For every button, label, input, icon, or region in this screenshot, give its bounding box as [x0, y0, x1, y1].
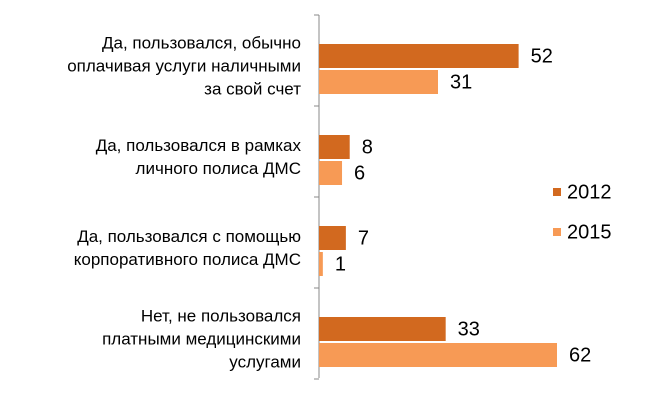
- legend-swatch: [553, 228, 561, 236]
- legend-label: 2012: [567, 181, 612, 203]
- bar: [319, 70, 438, 94]
- category-label: Да, пользовался в рамках: [96, 136, 302, 155]
- bar: [319, 161, 343, 185]
- bar: [319, 135, 350, 159]
- category-label: платными медицинскими: [102, 329, 301, 348]
- category-label: услугами: [229, 352, 301, 371]
- value-label: 1: [335, 253, 346, 275]
- category-label: оплачивая услуги наличными: [67, 56, 301, 75]
- bar: [319, 343, 557, 367]
- value-label: 6: [354, 162, 365, 184]
- bar: [319, 252, 323, 276]
- category-label: Нет, не пользовался: [141, 306, 301, 325]
- category-label: Да, пользовался, обычно: [102, 33, 301, 52]
- bar: [319, 317, 446, 341]
- category-label: корпоративного полиса ДМС: [74, 250, 301, 269]
- category-label: Да, пользовался с помощью: [77, 227, 301, 246]
- legend-swatch: [553, 188, 561, 196]
- category-label: за свой счет: [204, 79, 301, 98]
- value-label: 8: [362, 136, 373, 158]
- bar: [319, 44, 519, 68]
- value-label: 52: [531, 45, 553, 67]
- bar: [319, 226, 346, 250]
- value-label: 33: [458, 318, 480, 340]
- value-label: 62: [569, 344, 591, 366]
- value-label: 7: [358, 227, 369, 249]
- category-label: личного полиса ДМС: [136, 159, 301, 178]
- value-label: 31: [450, 71, 472, 93]
- legend-label: 2015: [567, 221, 612, 243]
